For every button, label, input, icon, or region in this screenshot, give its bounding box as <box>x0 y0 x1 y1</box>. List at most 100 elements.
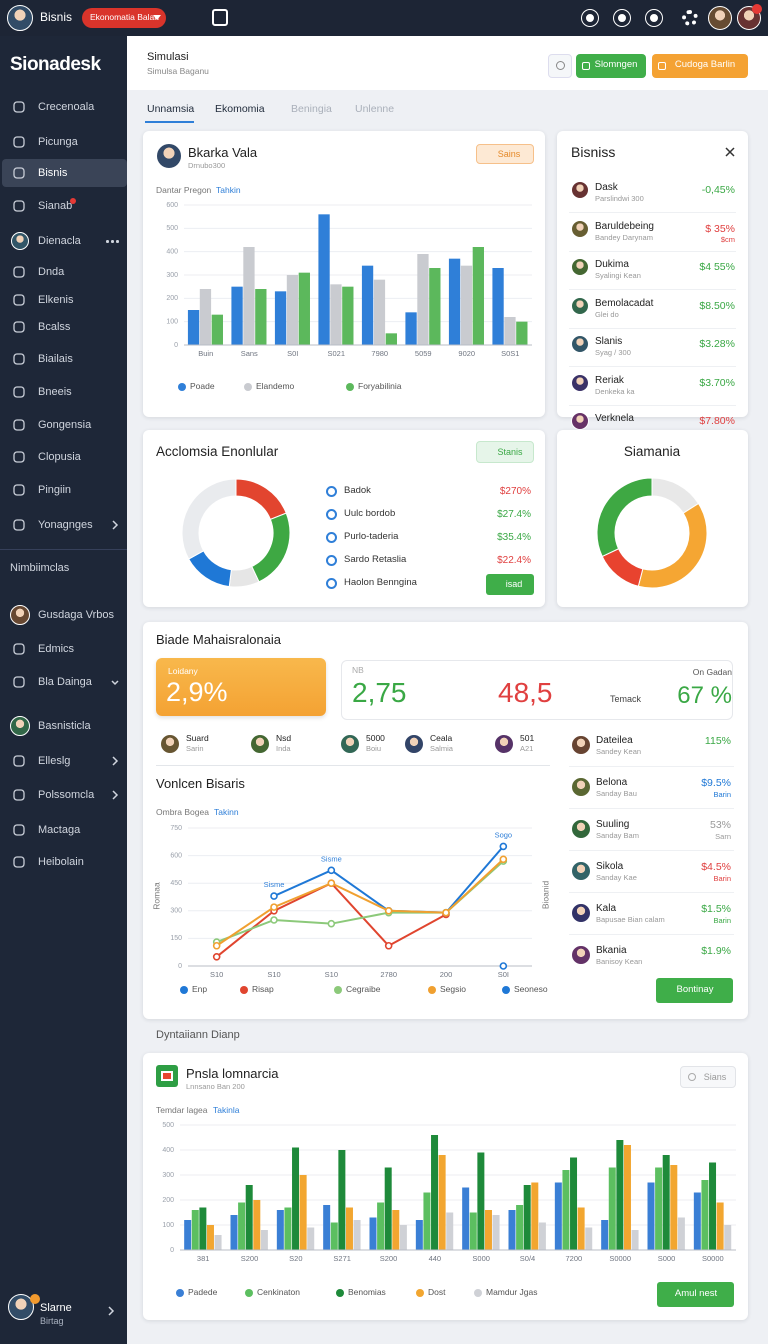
icon-shape <box>13 200 25 212</box>
nav-item[interactable]: Gongensia <box>2 411 127 439</box>
bar <box>417 254 429 345</box>
row-note: $cm <box>720 234 735 244</box>
tab[interactable]: Ekomomia <box>215 103 265 115</box>
nav-item[interactable]: Elkenis <box>2 286 127 314</box>
top-icon[interactable] <box>614 10 630 26</box>
row-name: Bkania <box>596 945 627 956</box>
nav-item[interactable]: Basnisticla <box>2 712 127 740</box>
avatar <box>250 734 270 754</box>
avatar <box>571 945 591 965</box>
x-tick-label: 2780 <box>380 970 397 979</box>
nav-item[interactable]: Bisnis <box>2 159 127 187</box>
nav-item[interactable]: Pingiin <box>2 476 127 504</box>
nav-item[interactable]: Dienacla <box>2 227 127 255</box>
bar <box>523 1185 531 1250</box>
row-name: Sikola <box>596 861 624 872</box>
workspace-pill[interactable]: Ekonomatia Balan <box>82 8 166 28</box>
top-icon[interactable] <box>582 10 598 26</box>
settings-icon[interactable] <box>682 10 698 26</box>
row-sub: Sanday Bau <box>596 789 637 798</box>
nav-item[interactable]: Yonagnges <box>2 511 127 539</box>
header-button-label: Slomngen <box>594 59 638 70</box>
stats-label: NB <box>352 665 364 675</box>
caret <box>153 15 161 20</box>
profile-sub: Drnubo300 <box>188 161 226 170</box>
bottom-search[interactable]: Sians <box>680 1066 736 1088</box>
row-sub: Sandey Kean <box>596 747 642 756</box>
row-divider <box>569 934 734 935</box>
x-tick-label: S0000 <box>609 1254 631 1263</box>
pie-segment <box>187 550 232 588</box>
x-tick-label: S0I <box>287 349 298 358</box>
header-button[interactable]: Slomngen <box>576 54 646 78</box>
top-icon[interactable] <box>646 10 662 26</box>
nav-item[interactable]: Clopusia <box>2 443 127 471</box>
line-point <box>270 916 278 924</box>
search-button[interactable] <box>548 54 572 78</box>
nav-item[interactable]: Elleslg <box>2 747 127 775</box>
person-sub: Salmia <box>430 744 453 753</box>
icon-shape <box>13 755 25 767</box>
line-point <box>270 892 278 900</box>
bar <box>214 1235 222 1250</box>
header-button[interactable]: Cudoga Barlin <box>652 54 748 78</box>
icon-shape <box>13 167 25 179</box>
nav-item[interactable]: Picunga <box>2 128 127 156</box>
nav-label: Heibolain <box>38 856 84 868</box>
y-tick-label: 600 <box>166 202 178 209</box>
legend-label: Dost <box>428 1287 446 1297</box>
tab[interactable]: Unlenne <box>355 103 395 115</box>
section-title: Dyntaiiann Dianp <box>156 1029 240 1041</box>
nav-item[interactable]: Bla Dainga <box>2 668 127 696</box>
row-note: Barin <box>713 790 731 799</box>
legend-dot <box>180 986 188 994</box>
avatar <box>571 861 591 881</box>
nav-item[interactable]: Dnda <box>2 258 127 286</box>
bottom-button[interactable]: Amul nest <box>657 1282 734 1307</box>
window-icon[interactable] <box>212 9 228 26</box>
line-point <box>442 908 450 917</box>
line-point <box>384 941 393 950</box>
donut-button[interactable]: Stanis <box>476 441 534 463</box>
tab[interactable]: Unnamsia <box>147 103 195 115</box>
nav-item[interactable]: Polssomcla <box>2 781 127 809</box>
y-tick-label: 750 <box>170 825 182 832</box>
bar <box>570 1157 578 1250</box>
bar <box>601 1220 609 1250</box>
bar <box>338 1150 346 1250</box>
nav-item[interactable]: Crecenoala <box>2 93 127 121</box>
nav-item[interactable]: Heibolain <box>2 848 127 876</box>
legend-dot <box>336 1289 344 1297</box>
nav-label: Bisnis <box>38 167 68 179</box>
person-name: Nsd <box>276 733 292 743</box>
nav-item[interactable]: Mactaga <box>2 816 127 844</box>
row-divider <box>569 250 736 252</box>
nav-item[interactable]: Sianab <box>2 192 127 220</box>
legend-dot <box>416 1289 424 1297</box>
tab[interactable]: Beningia <box>291 103 332 115</box>
y-tick-label: 100 <box>166 319 178 326</box>
profile-button[interactable]: Sains <box>476 144 534 164</box>
nav-label: Dienacla <box>38 235 81 247</box>
x-tick-label: S200 <box>380 1254 398 1263</box>
legend-label: Risap <box>252 984 274 994</box>
icon-shape <box>13 353 25 365</box>
icon <box>13 419 25 431</box>
row-divider <box>569 850 734 851</box>
nav-item[interactable]: Bcalss <box>2 313 127 341</box>
nav-item[interactable]: Edmics <box>2 635 127 663</box>
bar <box>284 1207 292 1250</box>
donut-action[interactable]: isad <box>486 574 534 595</box>
page-header: Simulasi Simulsa Baganu Slomngen Cudoga Bar… <box>127 36 768 90</box>
nav-item[interactable]: Bneeis <box>2 378 127 406</box>
nav-item[interactable]: Gusdaga Vrbos <box>2 601 127 629</box>
bar <box>361 265 374 345</box>
nav-item[interactable]: Biailais <box>2 345 127 373</box>
summary-button[interactable]: Bontinay <box>656 978 733 1003</box>
avatar <box>571 335 589 353</box>
row-note: Barin <box>713 916 731 925</box>
bar <box>369 1217 377 1250</box>
avatar <box>340 734 360 754</box>
avatar <box>10 716 30 736</box>
close-icon[interactable] <box>725 147 735 157</box>
